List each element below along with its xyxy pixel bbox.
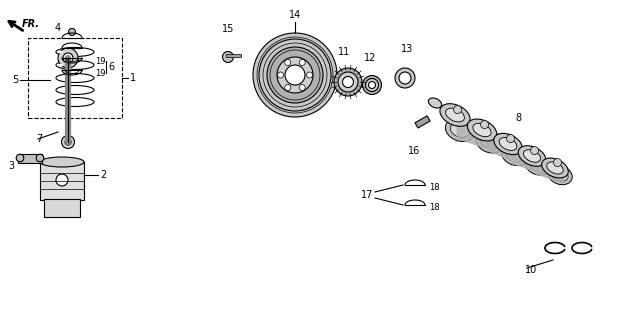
Ellipse shape [506, 148, 524, 162]
Bar [40, 162, 84, 200]
Ellipse shape [547, 162, 563, 174]
Circle shape [507, 135, 515, 143]
Circle shape [299, 84, 305, 91]
Circle shape [554, 159, 562, 167]
Circle shape [307, 72, 312, 78]
Circle shape [16, 154, 24, 162]
Ellipse shape [494, 133, 522, 155]
Circle shape [395, 68, 415, 88]
Ellipse shape [525, 155, 551, 175]
Text: 10: 10 [525, 265, 537, 275]
Text: 14: 14 [289, 10, 301, 20]
Circle shape [285, 65, 305, 85]
Circle shape [285, 84, 291, 91]
Ellipse shape [519, 146, 545, 166]
Text: 5: 5 [12, 75, 18, 85]
Ellipse shape [499, 138, 517, 150]
Text: FR.: FR. [22, 19, 40, 29]
Text: 13: 13 [401, 44, 413, 54]
Ellipse shape [502, 144, 529, 166]
Text: 8: 8 [515, 113, 521, 123]
Circle shape [369, 82, 376, 89]
Circle shape [63, 53, 73, 63]
Ellipse shape [524, 150, 540, 162]
Ellipse shape [450, 123, 470, 137]
Circle shape [453, 106, 461, 114]
Text: 17: 17 [361, 190, 373, 200]
Circle shape [399, 72, 411, 84]
Text: 4: 4 [55, 23, 61, 33]
Ellipse shape [548, 165, 572, 185]
Circle shape [299, 60, 305, 66]
Bar [28, 38, 122, 118]
Text: 2: 2 [100, 170, 106, 180]
Circle shape [366, 78, 379, 92]
Text: 15: 15 [222, 24, 234, 34]
Text: 19: 19 [95, 57, 105, 66]
Text: 6: 6 [108, 62, 114, 72]
Ellipse shape [473, 123, 491, 137]
Ellipse shape [440, 104, 470, 126]
Circle shape [530, 147, 539, 155]
Bar [415, 116, 430, 128]
Text: 16: 16 [408, 146, 420, 156]
Circle shape [56, 174, 68, 186]
Ellipse shape [542, 158, 568, 178]
Ellipse shape [476, 131, 504, 153]
Circle shape [480, 121, 488, 129]
Circle shape [253, 33, 337, 117]
Text: 11: 11 [338, 47, 350, 57]
Circle shape [61, 135, 75, 148]
Text: 12: 12 [364, 53, 376, 63]
Circle shape [338, 72, 358, 92]
Ellipse shape [552, 169, 568, 181]
Circle shape [278, 72, 283, 78]
Circle shape [277, 57, 313, 93]
Ellipse shape [446, 108, 465, 122]
Text: 19: 19 [95, 68, 105, 77]
Circle shape [267, 47, 323, 103]
Ellipse shape [529, 158, 547, 172]
Bar [18, 154, 42, 163]
Text: 18: 18 [429, 204, 440, 212]
Circle shape [68, 28, 75, 36]
Circle shape [36, 154, 44, 162]
Circle shape [65, 139, 71, 145]
Bar [226, 54, 241, 57]
Circle shape [334, 68, 362, 96]
Ellipse shape [428, 98, 441, 108]
Ellipse shape [481, 135, 499, 149]
Circle shape [223, 52, 233, 62]
Text: 1: 1 [130, 73, 136, 83]
Circle shape [285, 60, 291, 66]
Text: 3: 3 [8, 161, 14, 171]
Ellipse shape [467, 119, 497, 141]
Ellipse shape [40, 157, 84, 167]
Circle shape [342, 76, 354, 87]
Circle shape [58, 48, 78, 68]
Circle shape [362, 76, 381, 94]
Ellipse shape [445, 118, 475, 141]
Text: 7: 7 [36, 134, 42, 144]
Bar [44, 199, 80, 217]
Text: 18: 18 [429, 183, 440, 193]
